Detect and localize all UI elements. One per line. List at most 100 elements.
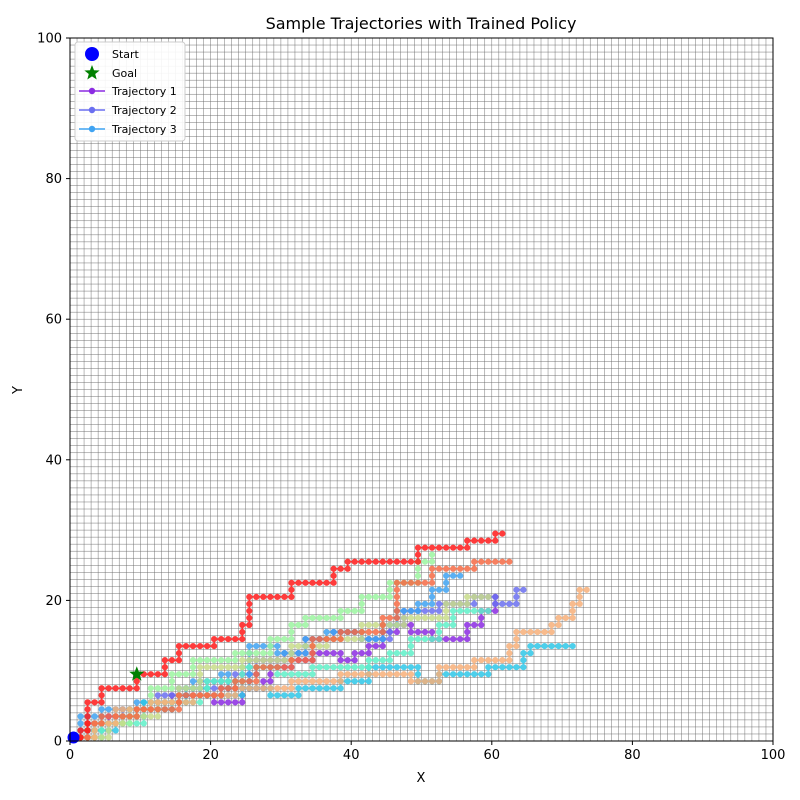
trajectory-4-point: [485, 671, 492, 678]
trajectory-9-point: [421, 579, 429, 586]
trajectory-6-point: [253, 650, 260, 657]
trajectory-10-point: [182, 643, 190, 650]
trajectory-10-point: [379, 558, 386, 565]
trajectory-8-point: [126, 706, 133, 713]
trajectory-10-point: [414, 551, 422, 558]
chart-title: Sample Trajectories with Trained Policy: [266, 14, 577, 33]
trajectory-10-point: [288, 593, 295, 600]
trajectory-10-point: [246, 621, 253, 629]
trajectory-8-point: [407, 678, 415, 685]
trajectory-1-point: [232, 699, 239, 706]
grid-lines: [69, 37, 774, 742]
legend-start-marker: [85, 47, 99, 61]
trajectory-4-point: [478, 671, 485, 678]
trajectory-7-point: [358, 635, 365, 643]
trajectory-10-point: [457, 544, 464, 551]
trajectory-6-point: [309, 614, 316, 622]
trajectory-1-point: [260, 678, 267, 685]
y-tick-label: 100: [37, 32, 62, 47]
trajectory-5-point: [302, 671, 309, 678]
trajectory-8-point: [225, 692, 232, 699]
trajectory-1-point: [365, 643, 372, 650]
trajectory-1-point: [393, 628, 400, 636]
trajectory-7-point: [211, 664, 218, 671]
trajectory-4-point: [365, 678, 372, 685]
trajectory-8-point: [260, 685, 267, 692]
trajectory-7-point: [464, 600, 471, 608]
trajectory-4-point: [372, 664, 379, 671]
trajectory-8-point: [400, 671, 408, 678]
trajectory-10-point: [161, 664, 169, 671]
legend-trajectory-2-marker: [88, 106, 96, 114]
trajectory-3-point: [98, 706, 105, 713]
trajectory-8-point: [569, 600, 576, 608]
trajectory-4-point: [485, 664, 492, 671]
trajectory-2-point: [168, 692, 176, 699]
trajectory-8-point: [513, 643, 520, 650]
trajectory-9-point: [295, 657, 302, 664]
trajectory-10-point: [239, 635, 246, 643]
trajectory-8-point: [154, 699, 161, 706]
trajectory-3-point: [450, 572, 457, 579]
trajectory-10-point: [133, 678, 140, 685]
trajectory-6-point: [421, 558, 429, 565]
trajectory-7-point: [119, 720, 126, 727]
trajectory-1-point: [211, 699, 218, 706]
trajectory-10-point: [302, 579, 309, 586]
trajectory-3-point: [274, 650, 281, 657]
trajectory-7-point: [196, 671, 204, 678]
trajectory-8-point: [513, 628, 520, 636]
trajectory-9-point: [499, 558, 506, 565]
trajectory-6-point: [330, 614, 337, 622]
trajectory-8-point: [112, 706, 119, 713]
trajectory-6-point: [189, 671, 197, 678]
trajectory-7-point: [105, 734, 112, 741]
trajectory-5-point: [288, 671, 295, 678]
trajectory-6-point: [372, 593, 379, 600]
trajectory-6-point: [211, 657, 218, 664]
trajectory-9-point: [372, 628, 379, 636]
trajectory-9-point: [133, 713, 140, 720]
trajectory-1-point: [330, 650, 337, 657]
trajectory-8-point: [189, 699, 197, 706]
trajectory-8-point: [351, 671, 358, 678]
trajectory-9-point: [428, 579, 436, 586]
trajectory-1-point: [225, 699, 232, 706]
trajectory-1-point: [337, 657, 344, 664]
trajectory-8-point: [520, 628, 527, 636]
x-tick-label: 80: [624, 748, 641, 763]
trajectory-8-point: [281, 685, 288, 692]
trajectory-9-point: [407, 579, 415, 586]
trajectory-9-point: [168, 706, 176, 713]
trajectory-6-point: [168, 685, 176, 692]
trajectory-9-point: [281, 664, 288, 671]
trajectory-10-point: [211, 643, 218, 650]
trajectory-3-point: [428, 586, 436, 593]
trajectory-9-point: [154, 706, 161, 713]
trajectory-2-point: [520, 586, 527, 593]
trajectory-5-point: [372, 657, 379, 664]
trajectory-8-point: [576, 586, 583, 593]
trajectory-9-point: [253, 678, 260, 685]
trajectory-4-point: [309, 685, 316, 692]
trajectory-8-point: [562, 614, 569, 622]
trajectory-10-point: [203, 643, 211, 650]
trajectory-8-point: [253, 685, 260, 692]
trajectory-4-point: [520, 664, 527, 671]
trajectory-3-point: [379, 635, 386, 643]
legend-box: [74, 41, 186, 142]
trajectory-6-point: [358, 600, 365, 608]
trajectory-5-point: [485, 607, 492, 615]
trajectory-3-point: [260, 643, 267, 650]
trajectory-10-point: [450, 544, 457, 551]
trajectory-5-point: [393, 650, 400, 657]
trajectory-9-point: [246, 678, 253, 685]
trajectory-4-point: [288, 692, 295, 699]
trajectory-4-point: [302, 685, 309, 692]
trajectory-6-point: [203, 657, 211, 664]
x-tick-label: 100: [761, 748, 786, 763]
trajectory-10-point: [84, 727, 91, 734]
trajectory-2-point: [386, 628, 393, 636]
trajectory-6-point: [344, 607, 351, 615]
trajectory-10-point: [492, 537, 499, 544]
